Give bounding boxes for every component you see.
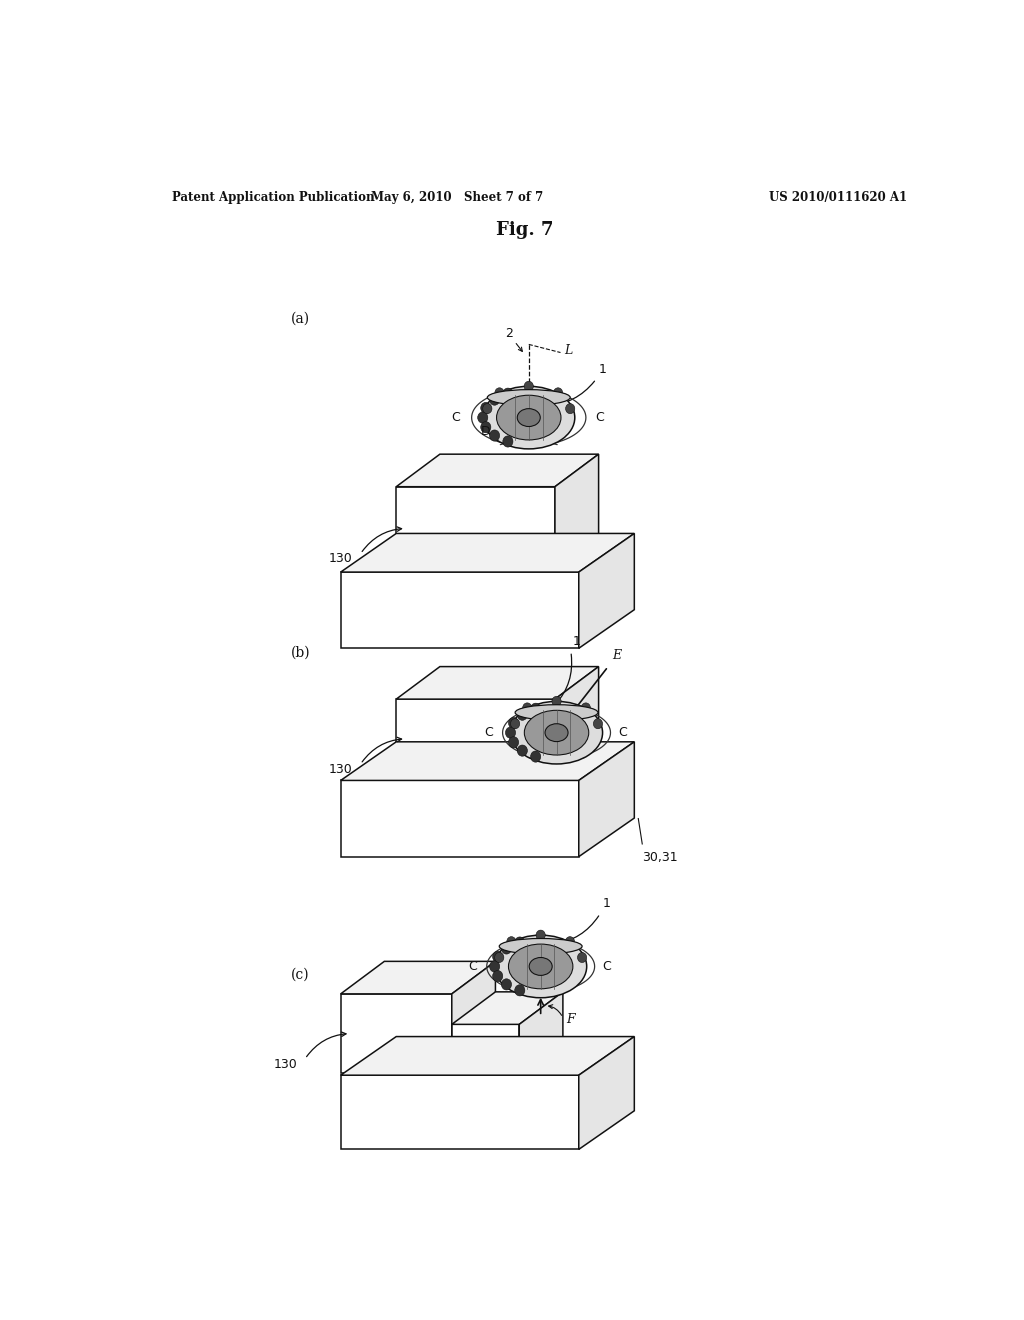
Ellipse shape	[578, 953, 587, 962]
Text: (c): (c)	[291, 968, 309, 982]
Text: D: D	[481, 425, 490, 438]
Ellipse shape	[530, 704, 541, 714]
Ellipse shape	[500, 939, 582, 954]
Ellipse shape	[515, 705, 598, 721]
Polygon shape	[452, 961, 496, 1073]
Ellipse shape	[489, 430, 500, 441]
Polygon shape	[579, 1036, 634, 1150]
Ellipse shape	[524, 710, 589, 755]
Text: C: C	[484, 726, 494, 739]
Ellipse shape	[517, 409, 541, 426]
Ellipse shape	[545, 723, 568, 742]
Ellipse shape	[480, 403, 490, 413]
Ellipse shape	[487, 389, 570, 405]
Ellipse shape	[522, 702, 531, 713]
Polygon shape	[396, 667, 599, 700]
Text: C: C	[595, 411, 604, 424]
Ellipse shape	[593, 718, 602, 729]
Ellipse shape	[537, 931, 545, 940]
Polygon shape	[341, 572, 579, 648]
Text: 30,31: 30,31	[642, 851, 678, 865]
Text: L: L	[564, 345, 572, 356]
Polygon shape	[555, 667, 599, 779]
Ellipse shape	[515, 937, 525, 948]
Ellipse shape	[482, 404, 492, 413]
Ellipse shape	[493, 952, 503, 962]
Ellipse shape	[552, 697, 561, 706]
Text: C: C	[468, 960, 477, 973]
Polygon shape	[341, 1076, 579, 1150]
Text: C: C	[451, 411, 460, 424]
Ellipse shape	[515, 985, 525, 995]
Text: F: F	[566, 1014, 574, 1026]
Ellipse shape	[509, 718, 518, 729]
Polygon shape	[341, 533, 634, 572]
Text: 130: 130	[329, 552, 352, 565]
Ellipse shape	[497, 395, 561, 440]
Ellipse shape	[506, 727, 515, 738]
Text: 1: 1	[602, 898, 610, 911]
Text: 2: 2	[505, 327, 513, 341]
Polygon shape	[341, 780, 579, 857]
Text: (a): (a)	[291, 312, 310, 326]
Ellipse shape	[511, 701, 602, 764]
Polygon shape	[396, 700, 555, 779]
Ellipse shape	[489, 961, 500, 972]
Text: 1: 1	[572, 635, 581, 648]
Polygon shape	[341, 961, 496, 994]
Ellipse shape	[495, 388, 504, 397]
Ellipse shape	[503, 436, 513, 447]
Text: US 2010/0111620 A1: US 2010/0111620 A1	[769, 191, 907, 203]
Text: C: C	[602, 960, 611, 973]
Text: 130: 130	[273, 1057, 297, 1071]
Ellipse shape	[493, 970, 503, 982]
Text: (b): (b)	[291, 645, 310, 660]
Ellipse shape	[517, 744, 527, 756]
Text: Patent Application Publication: Patent Application Publication	[172, 191, 374, 203]
Ellipse shape	[495, 953, 504, 962]
Ellipse shape	[517, 709, 527, 721]
Polygon shape	[396, 487, 555, 570]
Ellipse shape	[480, 421, 490, 433]
Ellipse shape	[502, 942, 512, 954]
Polygon shape	[452, 1024, 519, 1073]
Text: C: C	[618, 726, 627, 739]
Polygon shape	[341, 994, 452, 1073]
Polygon shape	[555, 454, 599, 570]
Polygon shape	[579, 533, 634, 648]
Ellipse shape	[477, 412, 487, 424]
Text: May 6, 2010   Sheet 7 of 7: May 6, 2010 Sheet 7 of 7	[372, 191, 544, 203]
Polygon shape	[579, 742, 634, 857]
Ellipse shape	[509, 737, 518, 748]
Text: E: E	[612, 649, 622, 663]
Polygon shape	[452, 991, 563, 1024]
Ellipse shape	[582, 702, 591, 713]
Ellipse shape	[489, 395, 500, 405]
Text: 130: 130	[329, 763, 352, 776]
Polygon shape	[341, 1036, 634, 1076]
Ellipse shape	[503, 388, 513, 399]
Ellipse shape	[524, 381, 534, 391]
Ellipse shape	[553, 388, 562, 397]
Ellipse shape	[509, 944, 572, 989]
Ellipse shape	[482, 387, 574, 449]
Ellipse shape	[502, 979, 512, 990]
Ellipse shape	[565, 404, 574, 413]
Polygon shape	[341, 742, 634, 780]
Text: Fig. 7: Fig. 7	[496, 222, 554, 239]
Polygon shape	[519, 991, 563, 1073]
Ellipse shape	[530, 751, 541, 762]
Polygon shape	[396, 454, 599, 487]
Ellipse shape	[511, 718, 520, 729]
Ellipse shape	[507, 937, 516, 946]
Ellipse shape	[529, 957, 552, 975]
Text: 1: 1	[599, 363, 606, 376]
Ellipse shape	[565, 937, 574, 946]
Ellipse shape	[495, 935, 587, 998]
